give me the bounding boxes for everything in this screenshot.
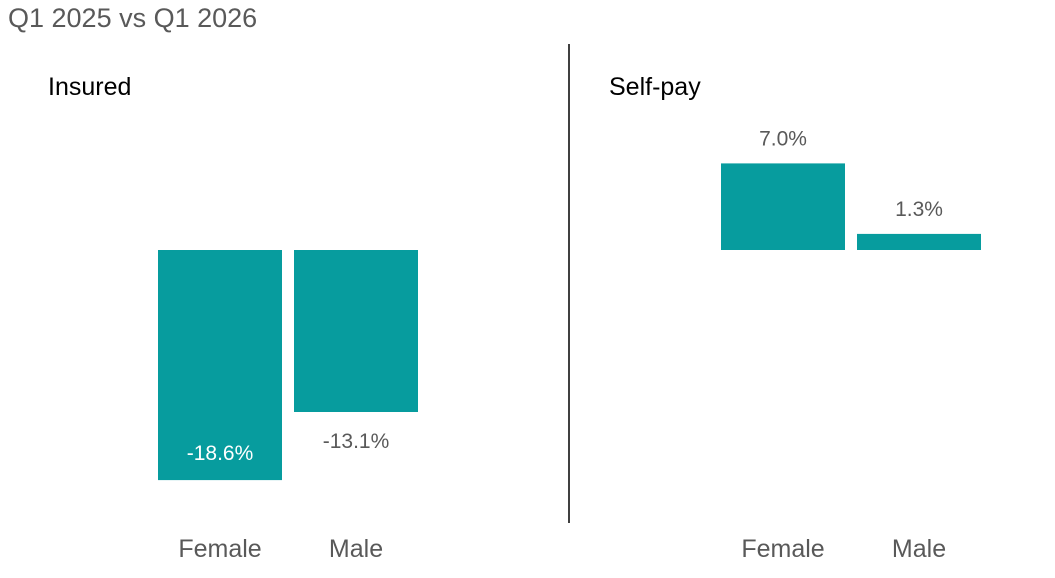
- bar-self-pay-female: [721, 163, 845, 250]
- panels: Insured -18.6% Female -13.1% Male Self-pay 7.0…: [48, 73, 981, 563]
- panel-title-insured: Insured: [48, 73, 131, 101]
- panel-title-self-pay: Self-pay: [609, 73, 701, 101]
- category-label-self-pay-female: Female: [741, 535, 824, 563]
- value-label-self-pay-male: 1.3%: [895, 198, 943, 221]
- bar-insured-male: [294, 250, 418, 412]
- category-label-insured-female: Female: [178, 535, 261, 563]
- category-label-insured-male: Male: [329, 535, 383, 563]
- bar-insured-female: [158, 250, 282, 481]
- bar-self-pay-male: [857, 233, 981, 250]
- value-label-self-pay-female: 7.0%: [759, 127, 807, 150]
- value-label-insured-male: -13.1%: [323, 430, 390, 453]
- category-label-self-pay-male: Male: [892, 535, 946, 563]
- chart-title: Q1 2025 vs Q1 2026: [8, 3, 257, 33]
- value-label-insured-female: -18.6%: [187, 442, 254, 465]
